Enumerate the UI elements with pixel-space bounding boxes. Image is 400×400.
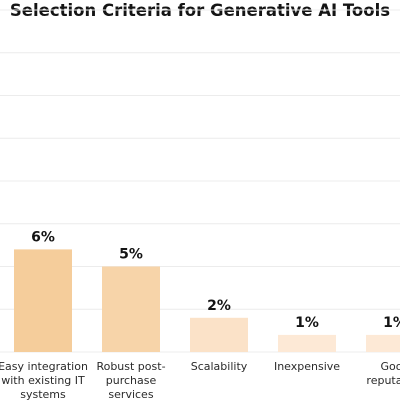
bar-value-label: 2% (207, 298, 231, 314)
category-label: Robust post-purchase services (96, 360, 165, 400)
category-label: Inexpensive (274, 360, 340, 373)
category-label: Scalability (191, 360, 248, 373)
bar-value-label: 5% (119, 247, 143, 263)
bar-3 (278, 334, 336, 352)
bar-value-label: 1% (295, 315, 319, 331)
labels: 6% Easy integration with existing IT system… (0, 229, 400, 400)
bar-1 (102, 266, 160, 352)
bar-0 (14, 249, 72, 352)
category-label: Goodreputation (366, 360, 400, 387)
bar-4 (366, 334, 400, 352)
bar-value-label: 1% (383, 315, 400, 331)
category-label: Easy integration with existing IT systems (0, 360, 88, 400)
bar-2 (190, 317, 248, 352)
bar-value-label: 6% (31, 229, 55, 245)
bars (14, 249, 400, 352)
